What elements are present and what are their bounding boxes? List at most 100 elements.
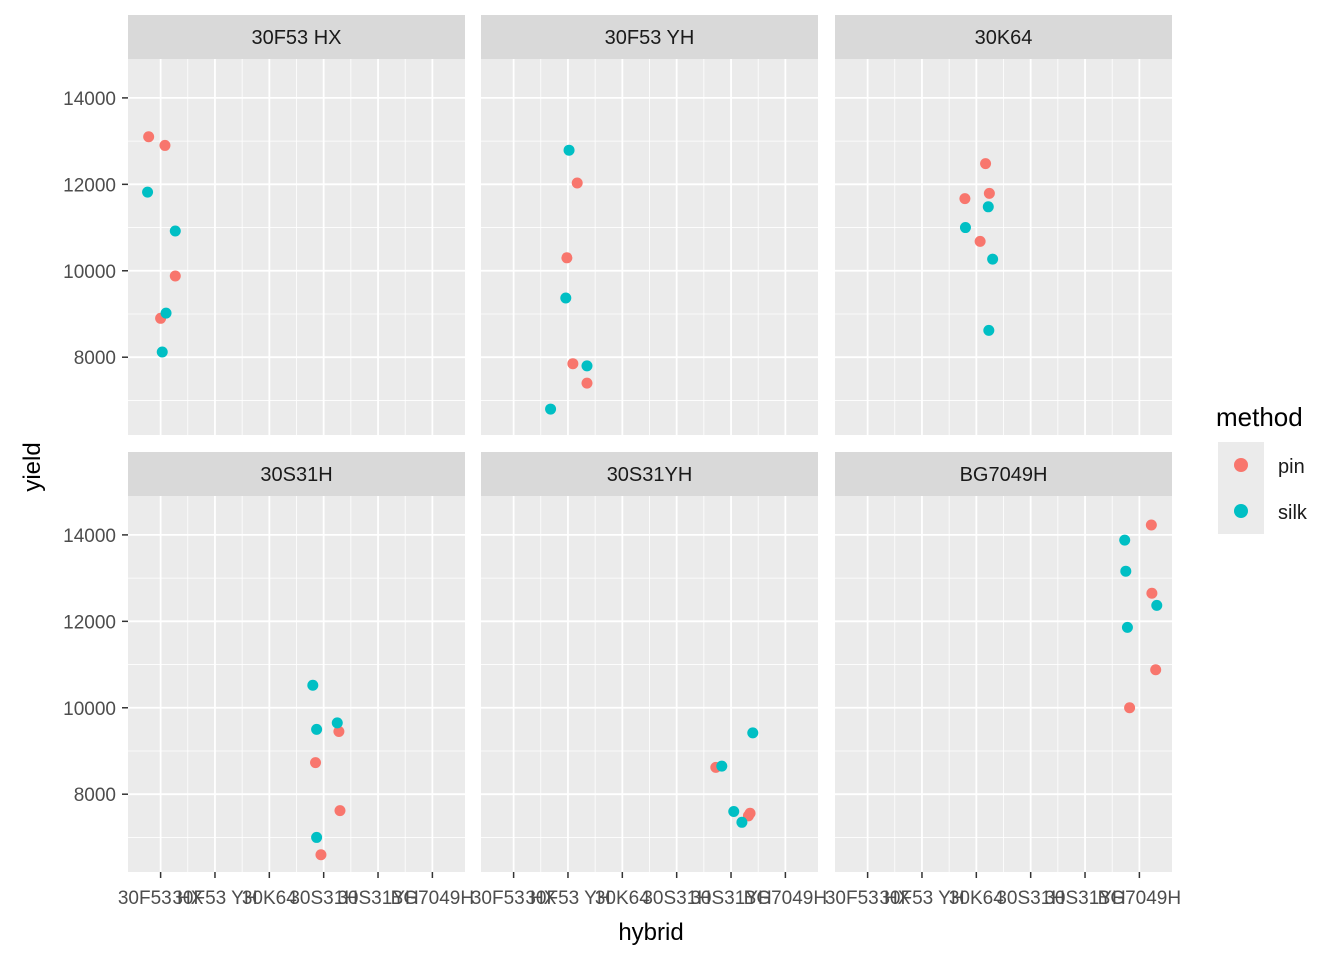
data-point-pin bbox=[1146, 587, 1158, 599]
data-point-pin bbox=[159, 139, 171, 151]
y-tick-label: 10000 bbox=[63, 699, 116, 720]
facet-strip bbox=[128, 15, 465, 59]
facet-panels: 30F53 HX 30F53 YH 30K64 30S31H 30S31YH BG7049… bbox=[128, 15, 1172, 872]
facet-panel: 30S31YH bbox=[481, 452, 818, 872]
legend-key-pin bbox=[1218, 442, 1264, 488]
facet-strip bbox=[128, 452, 465, 496]
x-tick-label: 30K64 bbox=[949, 888, 1004, 909]
data-point-pin bbox=[959, 193, 971, 205]
data-point-silk bbox=[736, 816, 748, 828]
data-point-pin bbox=[310, 757, 322, 769]
data-point-silk bbox=[169, 225, 181, 237]
y-axis-title: yield bbox=[19, 442, 46, 491]
x-tick-label: BG7049H bbox=[391, 888, 474, 909]
x-tick-label: BG7049H bbox=[744, 888, 827, 909]
data-point-silk bbox=[331, 717, 343, 729]
data-point-silk bbox=[581, 360, 593, 372]
x-tick-label: 30S31YH bbox=[337, 888, 418, 909]
y-axes: 8000 10000 12000 14000 8000 10000 12000 14000 bbox=[63, 89, 128, 806]
data-point-silk bbox=[982, 201, 994, 213]
facet-panel: BG7049H bbox=[835, 452, 1172, 872]
facet-strip bbox=[835, 452, 1172, 496]
y-tick-label: 14000 bbox=[63, 89, 116, 110]
data-point-silk bbox=[545, 403, 557, 415]
data-point-pin bbox=[143, 131, 155, 143]
data-point-silk bbox=[311, 723, 323, 735]
y-tick-label: 10000 bbox=[63, 262, 116, 283]
legend-label-pin: pin bbox=[1278, 456, 1305, 478]
x-axis-title: hybrid bbox=[618, 919, 683, 946]
data-point-silk bbox=[728, 805, 740, 817]
data-point-silk bbox=[1121, 621, 1133, 633]
y-tick-label: 8000 bbox=[74, 785, 116, 806]
x-tick-label: 30K64 bbox=[595, 888, 650, 909]
facet-strip-label: 30F53 YH bbox=[605, 27, 695, 49]
legend: method pin silk bbox=[1210, 398, 1330, 538]
data-point-pin bbox=[1124, 702, 1136, 714]
x-tick-label: 30S31YH bbox=[1044, 888, 1125, 909]
data-point-silk bbox=[563, 144, 575, 156]
data-point-silk bbox=[311, 831, 323, 843]
data-point-pin bbox=[315, 849, 327, 861]
x-tick-label: 30S31H bbox=[289, 888, 358, 909]
facet-panel: 30K64 bbox=[835, 15, 1172, 435]
data-point-silk bbox=[1119, 534, 1131, 546]
data-point-silk bbox=[747, 727, 759, 739]
data-point-pin bbox=[567, 358, 579, 370]
facet-strip bbox=[835, 15, 1172, 59]
legend-silk-dot bbox=[1234, 504, 1248, 518]
data-point-silk bbox=[142, 186, 154, 198]
data-point-pin bbox=[974, 235, 986, 247]
facet-strip-label: 30S31YH bbox=[607, 464, 693, 486]
data-point-pin bbox=[169, 270, 181, 282]
x-tick-label: 30S31YH bbox=[690, 888, 771, 909]
data-point-pin bbox=[983, 187, 995, 199]
y-tick-label: 14000 bbox=[63, 526, 116, 547]
y-tick-label: 8000 bbox=[74, 348, 116, 369]
data-point-pin bbox=[1145, 519, 1157, 531]
x-tick-label: 30F53 YH bbox=[525, 888, 610, 909]
data-point-silk bbox=[160, 307, 172, 319]
y-tick-label: 12000 bbox=[63, 612, 116, 633]
data-point-silk bbox=[959, 222, 971, 234]
x-tick-label: 30F53 HX bbox=[471, 888, 557, 909]
data-point-silk bbox=[156, 346, 168, 358]
legend-key-silk bbox=[1218, 488, 1264, 534]
x-tick-label: BG7049H bbox=[1098, 888, 1181, 909]
data-point-silk bbox=[1151, 599, 1163, 611]
x-tick-label: 30F53 YH bbox=[879, 888, 964, 909]
data-point-pin bbox=[581, 377, 593, 389]
x-tick-label: 30K64 bbox=[242, 888, 297, 909]
data-point-pin bbox=[571, 177, 583, 189]
data-point-pin bbox=[334, 805, 346, 817]
x-tick-label: 30S31H bbox=[996, 888, 1065, 909]
y-tick-label: 12000 bbox=[63, 175, 116, 196]
facet-panel: 30S31H bbox=[128, 452, 465, 872]
data-point-silk bbox=[1120, 565, 1132, 577]
data-point-pin bbox=[561, 252, 573, 264]
x-tick-label: 30F53 YH bbox=[172, 888, 257, 909]
facet-strip-label: BG7049H bbox=[960, 464, 1048, 486]
facet-panel: 30F53 HX bbox=[128, 15, 465, 435]
facet-strip-label: 30F53 HX bbox=[251, 27, 341, 49]
facet-panel: 30F53 YH bbox=[481, 15, 818, 435]
data-point-silk bbox=[307, 679, 319, 691]
data-point-silk bbox=[560, 292, 572, 304]
data-point-pin bbox=[1150, 664, 1162, 676]
facet-strip bbox=[481, 15, 818, 59]
x-tick-label: 30S31H bbox=[642, 888, 711, 909]
legend-title: method bbox=[1216, 402, 1303, 432]
data-point-silk bbox=[716, 760, 728, 772]
x-tick-label: 30F53 HX bbox=[825, 888, 911, 909]
data-point-silk bbox=[987, 253, 999, 265]
data-point-pin bbox=[980, 158, 992, 170]
facet-strip-label: 30S31H bbox=[260, 464, 332, 486]
x-tick-label: 30F53 HX bbox=[118, 888, 204, 909]
legend-pin-dot bbox=[1234, 458, 1248, 472]
legend-label-silk: silk bbox=[1278, 502, 1307, 524]
data-point-pin bbox=[333, 726, 345, 738]
data-point-silk bbox=[983, 324, 995, 336]
facet-strip-label: 30K64 bbox=[975, 27, 1033, 49]
